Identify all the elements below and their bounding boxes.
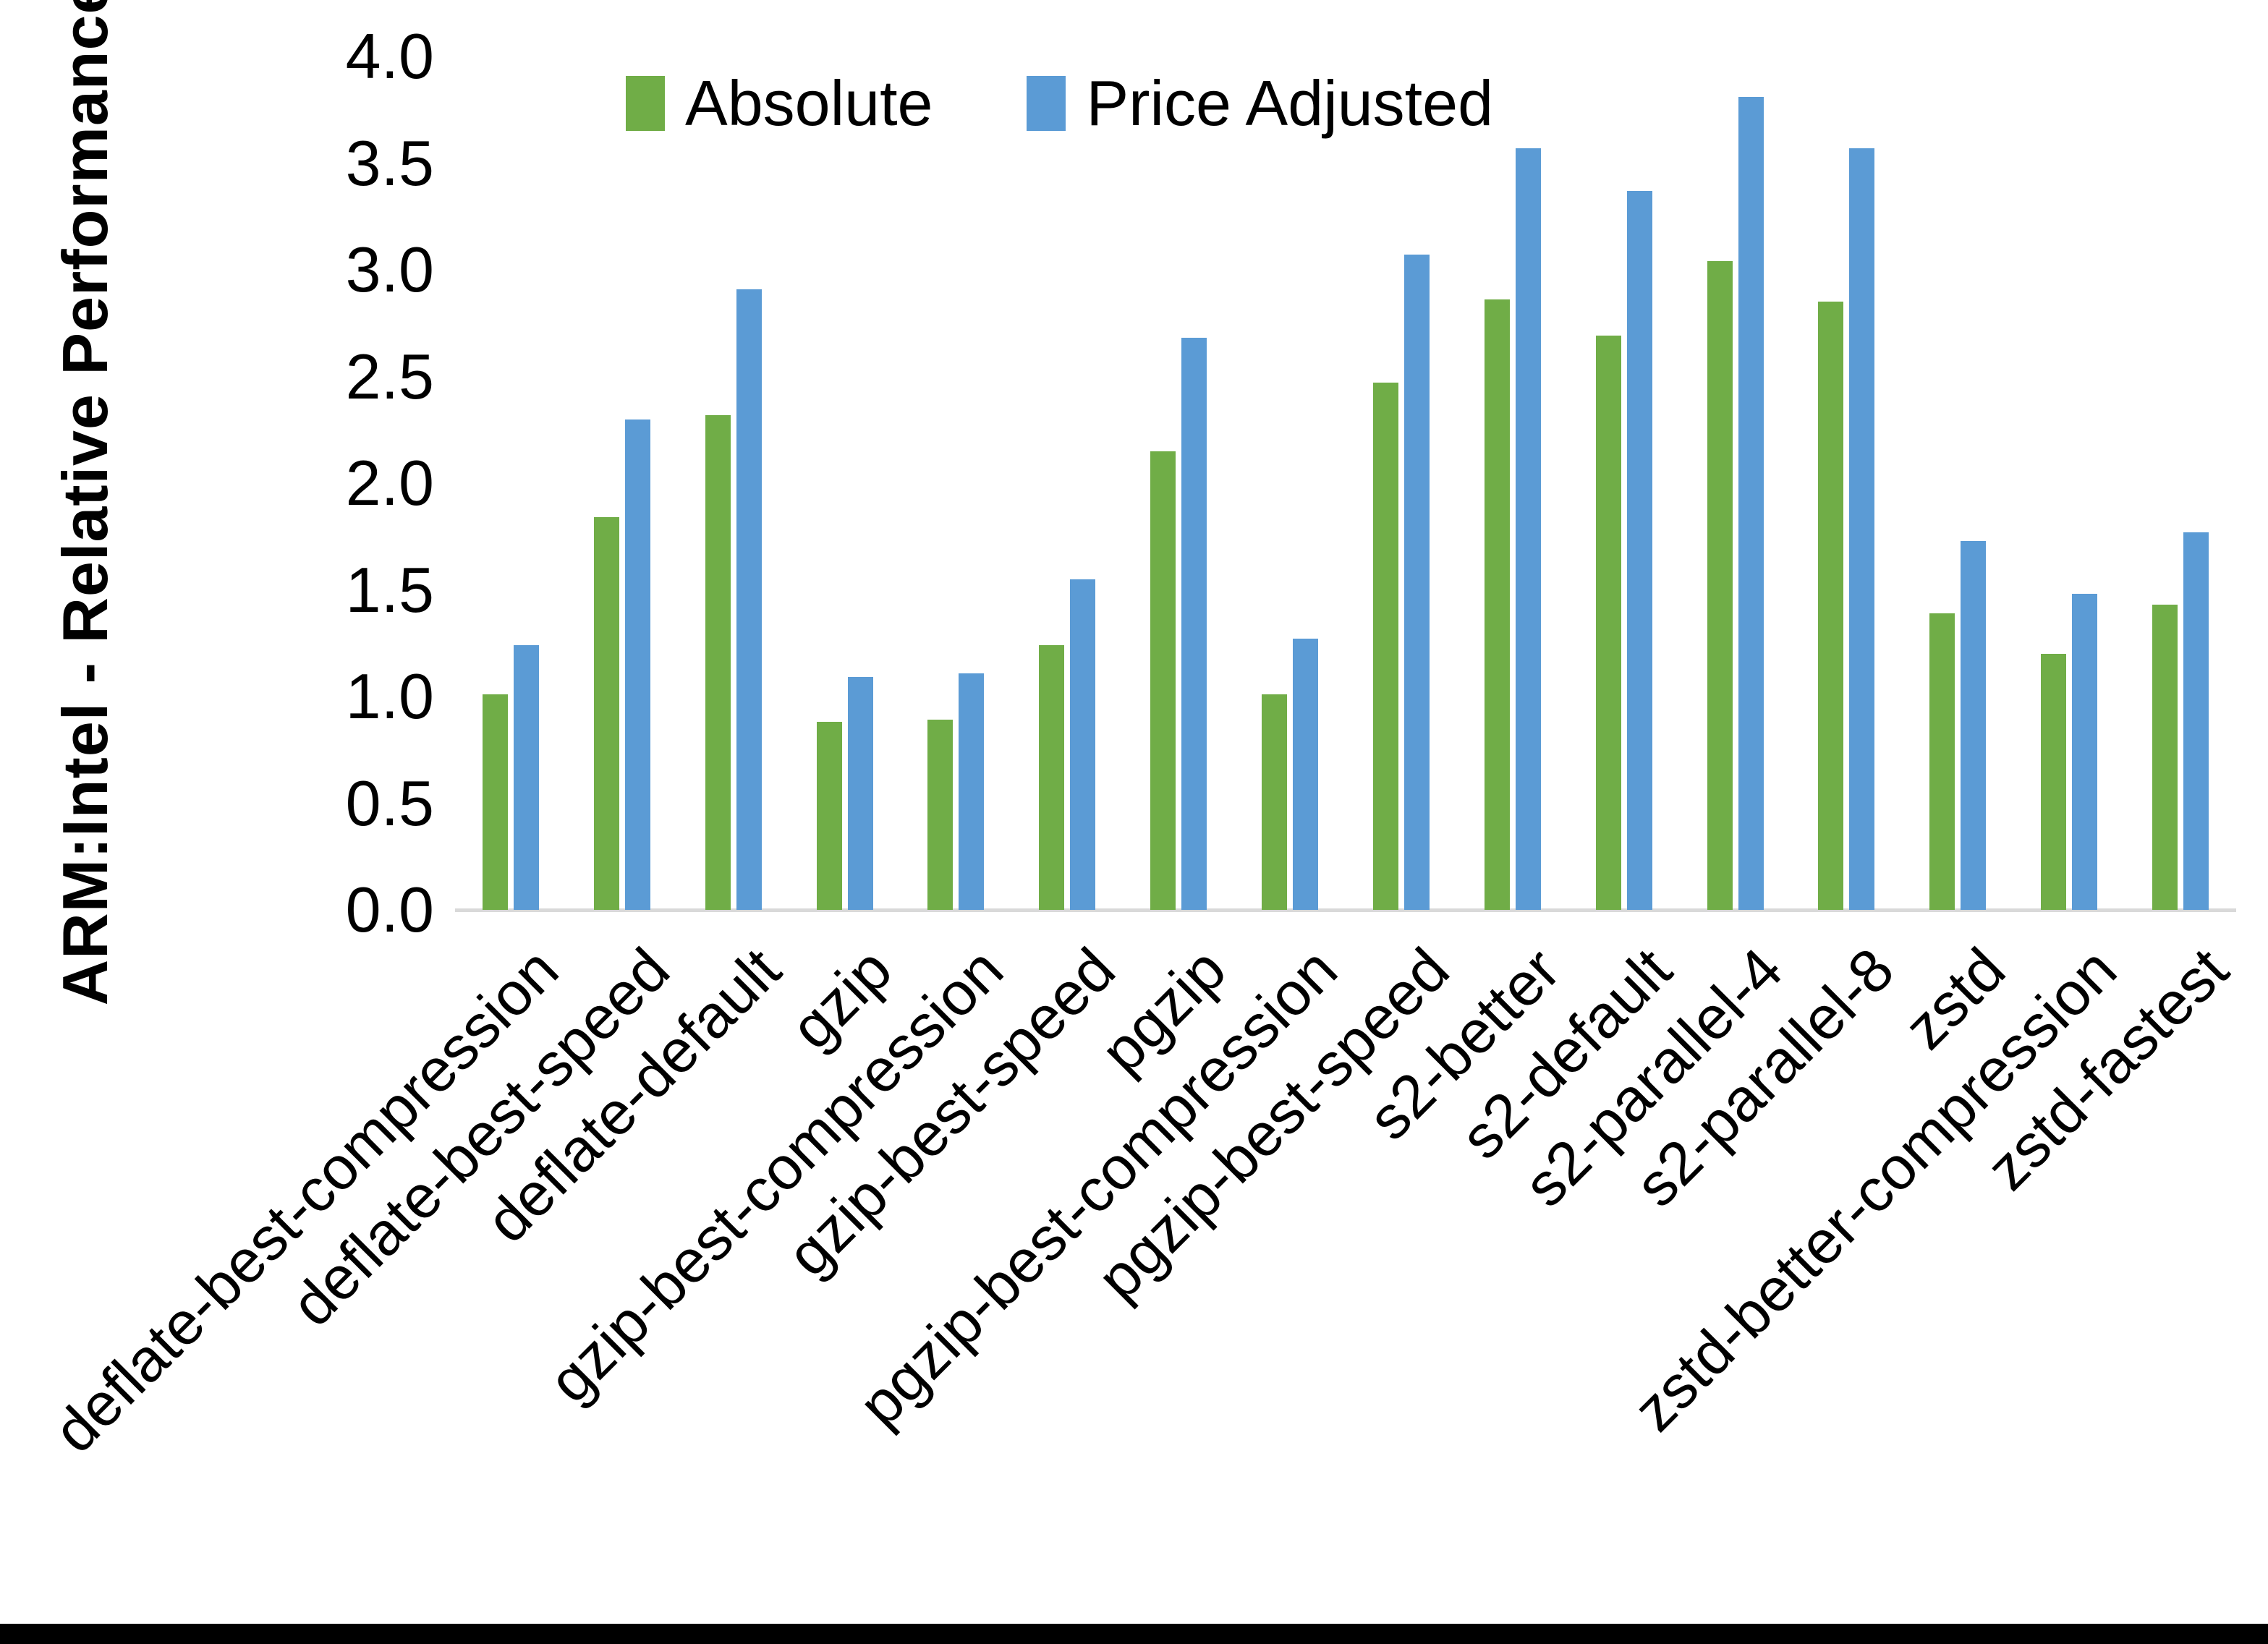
bar-zstd-price-adjusted: [1961, 540, 1987, 910]
bar-pgzip-best-compression-price-adjusted: [1293, 639, 1319, 910]
bar-deflate-default-absolute: [705, 414, 731, 910]
bar-deflate-best-compression-absolute: [482, 694, 508, 910]
bar-gzip-price-adjusted: [847, 677, 873, 910]
bar-gzip-absolute: [816, 722, 842, 910]
legend: Absolute Price Adjusted: [626, 67, 1493, 140]
bar-pgzip-absolute: [1150, 451, 1176, 910]
legend-label-absolute: Absolute: [685, 67, 933, 139]
bar-pgzip-best-speed-price-adjusted: [1403, 255, 1430, 910]
y-tick-label: 4.0: [345, 20, 434, 92]
bar-s2-default-absolute: [1595, 336, 1621, 910]
x-axis-line: [455, 908, 2236, 912]
bar-deflate-best-speed-absolute: [593, 517, 619, 910]
legend-swatch-price-adjusted-icon: [1027, 76, 1066, 131]
bar-gzip-best-compression-absolute: [927, 720, 954, 910]
bar-pgzip-best-speed-absolute: [1372, 383, 1398, 910]
bar-gzip-best-speed-price-adjusted: [1070, 579, 1096, 910]
y-tick-label: 0.5: [345, 767, 434, 839]
bar-s2-better-price-adjusted: [1515, 148, 1541, 910]
y-tick-label: 2.0: [345, 447, 434, 519]
y-tick-label: 0.0: [345, 874, 434, 945]
bar-pgzip-price-adjusted: [1181, 338, 1207, 910]
y-axis-title: ARM:Intel - Relative Performance: [49, 0, 121, 1006]
y-tick-label: 3.5: [345, 127, 434, 199]
bar-gzip-best-speed-absolute: [1039, 645, 1065, 910]
legend-item-price-adjusted: Price Adjusted: [1027, 67, 1493, 140]
bar-zstd-fastest-absolute: [2152, 605, 2178, 910]
bottom-border-bar: [0, 1624, 2268, 1644]
bar-s2-parallel-4-absolute: [1707, 261, 1733, 910]
legend-label-price-adjusted: Price Adjusted: [1086, 67, 1494, 139]
bar-zstd-better-compression-price-adjusted: [2072, 594, 2098, 910]
bar-s2-parallel-8-absolute: [1818, 302, 1844, 910]
bar-gzip-best-compression-price-adjusted: [959, 673, 985, 910]
legend-swatch-absolute-icon: [626, 76, 665, 131]
y-tick-label: 2.5: [345, 340, 434, 412]
bar-s2-better-absolute: [1484, 299, 1510, 910]
bar-zstd-absolute: [1929, 613, 1955, 910]
bar-deflate-best-compression-price-adjusted: [513, 645, 539, 910]
bar-deflate-best-speed-price-adjusted: [624, 419, 650, 910]
y-tick-label: 3.0: [345, 234, 434, 305]
bar-s2-default-price-adjusted: [1626, 190, 1652, 910]
bar-deflate-default-price-adjusted: [736, 289, 762, 910]
y-tick-label: 1.0: [345, 660, 434, 732]
y-tick-label: 1.5: [345, 553, 434, 626]
bar-s2-parallel-4-price-adjusted: [1738, 97, 1764, 910]
bar-zstd-fastest-price-adjusted: [2183, 532, 2209, 910]
legend-item-absolute: Absolute: [626, 67, 933, 140]
bar-zstd-better-compression-absolute: [2041, 654, 2067, 910]
bar-pgzip-best-compression-absolute: [1262, 694, 1288, 910]
bar-s2-parallel-8-price-adjusted: [1849, 148, 1875, 910]
